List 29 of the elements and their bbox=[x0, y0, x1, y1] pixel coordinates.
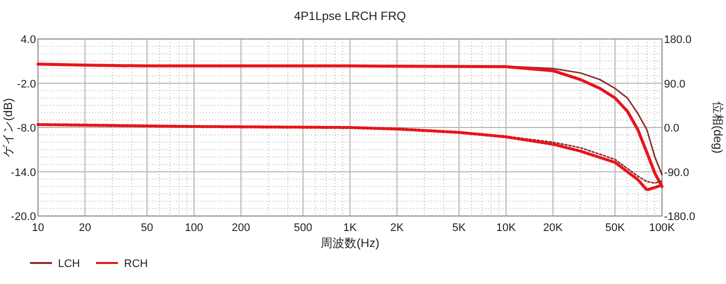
x-axis-title: 周波数(Hz) bbox=[320, 236, 380, 250]
x-tick-label: 100 bbox=[184, 222, 204, 234]
legend-label: RCH bbox=[124, 258, 148, 270]
x-tick-label: 10 bbox=[32, 222, 44, 234]
y2-tick-label: -90.0 bbox=[664, 166, 690, 179]
x-tick-label: 100K bbox=[649, 222, 676, 234]
y-tick-label: -14.0 bbox=[10, 166, 36, 179]
x-tick-label: 50 bbox=[140, 222, 154, 234]
x-tick-label: 20K bbox=[543, 222, 564, 234]
x-tick-label: 2K bbox=[390, 222, 404, 234]
x-tick-label: 1K bbox=[343, 222, 358, 234]
y2-axis-title: 位相(deg) bbox=[711, 101, 725, 154]
y-tick-label: -8.0 bbox=[17, 122, 36, 134]
x-tick-label: 500 bbox=[294, 222, 312, 234]
x-tick-label: 20 bbox=[78, 222, 92, 234]
y2-tick-label: 180.0 bbox=[664, 34, 692, 46]
y2-tick-label: -180.0 bbox=[664, 211, 696, 223]
x-tick-label: 5K bbox=[452, 222, 466, 234]
y-axis-title: ゲイン(dB) bbox=[1, 98, 15, 157]
y-tick-label: -20.0 bbox=[10, 211, 36, 223]
x-tick-label: 50K bbox=[605, 222, 626, 234]
legend-label: LCH bbox=[58, 258, 80, 270]
y-tick-label: 4.0 bbox=[20, 34, 36, 46]
x-tick-label: 200 bbox=[232, 222, 250, 234]
chart-title: 4P1Lpse LRCH FRQ bbox=[294, 9, 406, 23]
x-tick-label: 10K bbox=[496, 222, 516, 234]
y-tick-label: -2.0 bbox=[17, 78, 36, 90]
y2-tick-label: 0.0 bbox=[664, 122, 680, 134]
y2-tick-label: 90.0 bbox=[664, 78, 686, 90]
